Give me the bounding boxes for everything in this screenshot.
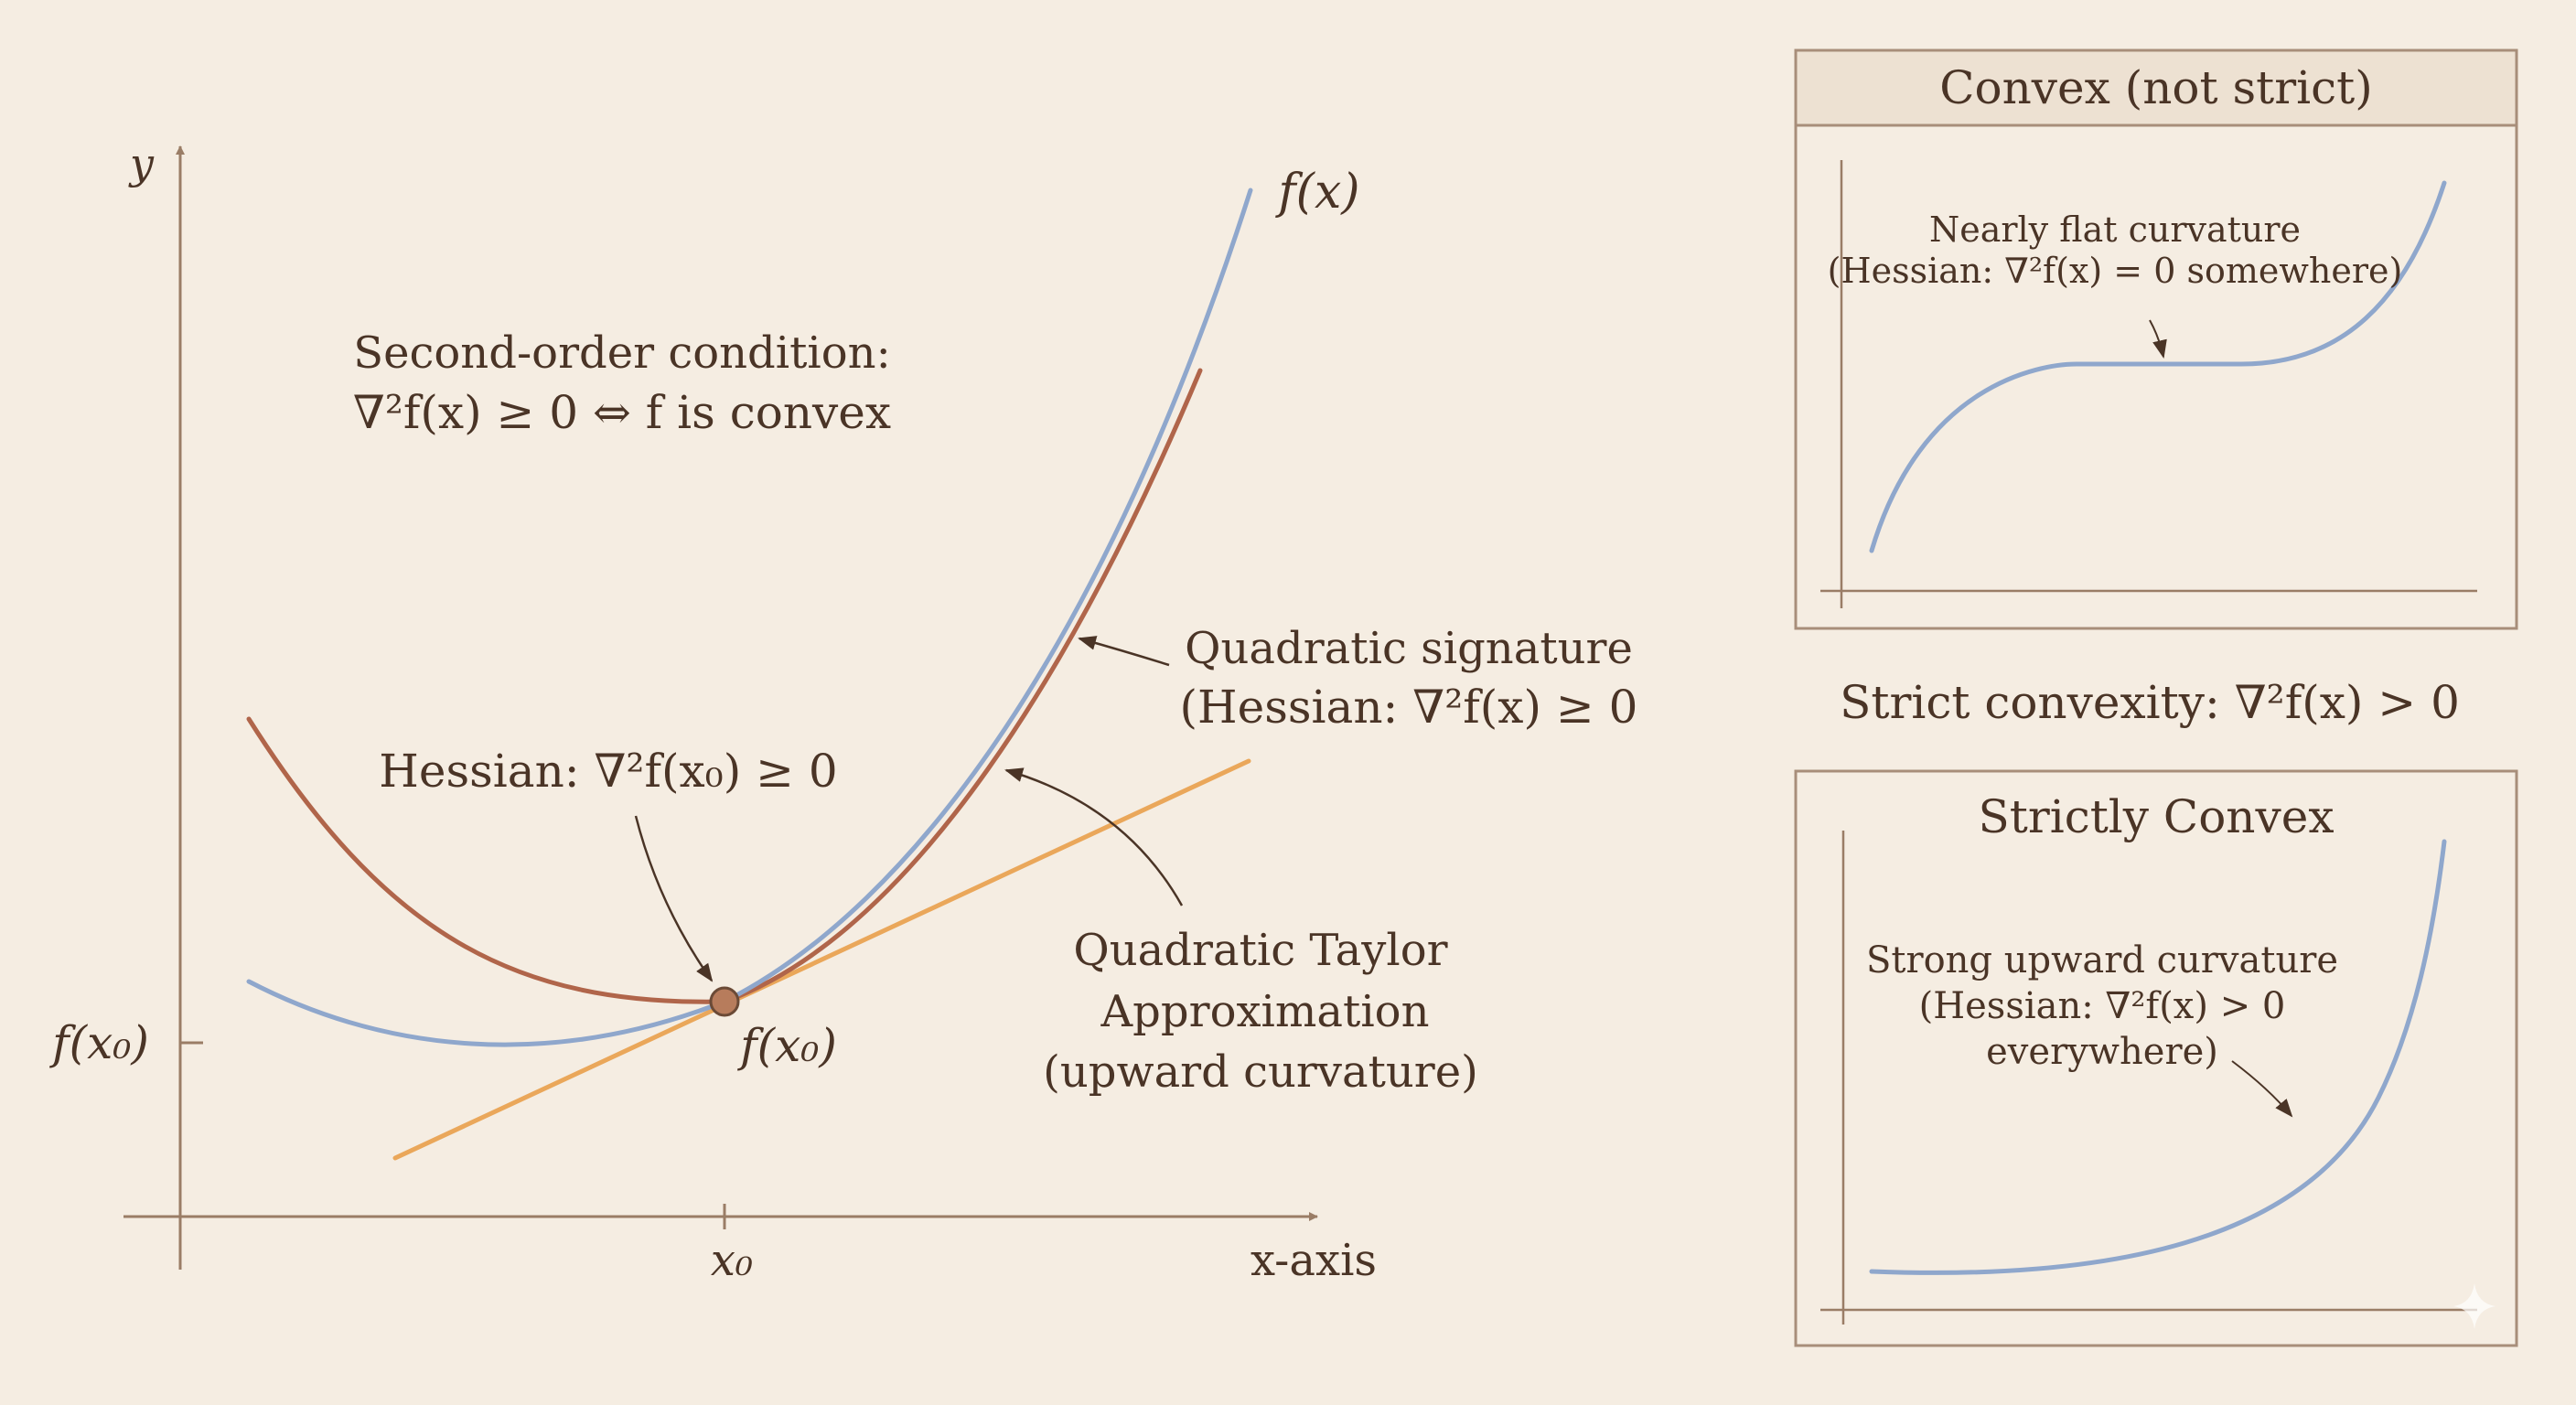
condition-title: Second-order condition: (353, 327, 891, 379)
function-label: f(x) (1274, 165, 1359, 220)
panel-convex-header (1794, 48, 2518, 127)
panel-convex-note-line1: Nearly flat curvature (1929, 209, 2301, 250)
sparkle-icon (2453, 1283, 2496, 1329)
panel-strictly-convex: Strictly Convex Strong upward curvature … (1794, 769, 2518, 1347)
hessian-point-label: Hessian: ∇²f(x₀) ≥ 0 (379, 745, 837, 798)
panel-strict-note-line2: (Hessian: ∇²f(x) > 0 (1919, 985, 2286, 1027)
panel-strict-note-line3: everywhere) (1986, 1031, 2218, 1073)
y-tick-label: f(x₀) (48, 1016, 149, 1069)
hessian-pointer-arrow (634, 815, 714, 982)
function-curve (246, 188, 1253, 1047)
main-plot: y x-axis x₀ f(x₀) f(x₀) f(x) Second-orde… (48, 139, 1637, 1286)
point-label: f(x₀) (736, 1019, 837, 1072)
panel-strict-note-line1: Strong upward curvature (1866, 939, 2338, 981)
tangent-line (392, 758, 1251, 1161)
panel-convex-title: Convex (not strict) (1939, 61, 2373, 114)
condition-formula: ∇²f(x) ≥ 0 ⇔ f is convex (353, 386, 891, 439)
y-axis-label: y (128, 139, 155, 188)
taylor-approximation-curve (246, 368, 1203, 1004)
signature-pointer-arrow (1078, 636, 1170, 667)
panel-convex-frame (1794, 48, 2518, 630)
panel-convex-curve (1869, 180, 2447, 553)
panel-convex-pointer-arrow (2149, 319, 2167, 359)
panel-strict-pointer-arrow (2231, 1060, 2293, 1118)
signature-formula: (Hessian: ∇²f(x) ≥ 0 (1180, 681, 1638, 734)
panel-convex-note-line2: (Hessian: ∇²f(x) = 0 somewhere) (1828, 251, 2403, 291)
taylor-label-line3: (upward curvature) (1043, 1046, 1478, 1098)
x-tick-label: x₀ (711, 1235, 753, 1286)
x-axis-label: x-axis (1250, 1235, 1377, 1286)
panel-convex-not-strict: Convex (not strict) Nearly flat curvatur… (1794, 48, 2518, 630)
panel-strict-curve (1869, 839, 2447, 1275)
panel-strict-frame (1794, 769, 2518, 1347)
strict-convexity-caption: Strict convexity: ∇²f(x) > 0 (1840, 676, 2460, 729)
taylor-pointer-arrow (1004, 767, 1184, 906)
panel-strict-title: Strictly Convex (1978, 790, 2334, 843)
tangent-point-marker (709, 986, 740, 1017)
signature-label: Quadratic signature (1185, 623, 1633, 674)
taylor-label-line1: Quadratic Taylor (1073, 925, 1447, 976)
taylor-label-line2: Approximation (1100, 986, 1430, 1037)
